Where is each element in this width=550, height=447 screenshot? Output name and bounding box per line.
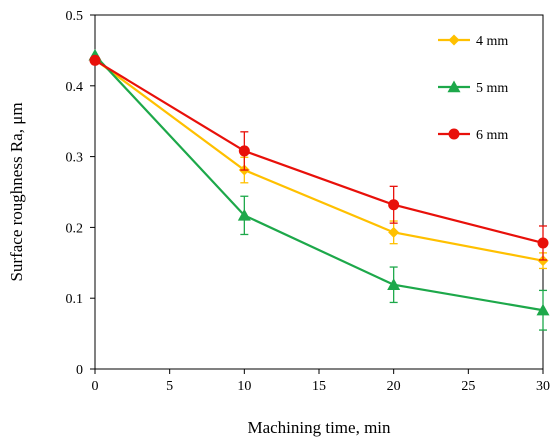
plot-area [95, 15, 543, 369]
x-axis-title: Machining time, min [247, 418, 391, 437]
y-tick-label: 0.4 [66, 80, 84, 95]
x-tick-label: 30 [536, 379, 550, 394]
data-point [387, 278, 400, 290]
x-axis: 0 5 10 15 20 25 30 [92, 369, 550, 394]
legend-label: 6 mm [476, 128, 508, 143]
y-axis: 0 0.1 0.2 0.3 0.4 0.5 [66, 9, 96, 378]
y-tick-label: 0.5 [66, 9, 84, 24]
y-tick-label: 0 [76, 363, 83, 378]
x-tick-label: 0 [92, 379, 99, 394]
legend-marker [449, 129, 460, 140]
data-point [388, 199, 399, 210]
x-tick-label: 20 [387, 379, 401, 394]
x-tick-label: 25 [461, 379, 475, 394]
legend: 4 mm 5 mm 6 mm [438, 34, 508, 143]
x-tick-label: 10 [237, 379, 251, 394]
x-tick-label: 15 [312, 379, 326, 394]
data-point [538, 237, 549, 248]
x-tick-label: 5 [166, 379, 173, 394]
legend-label: 4 mm [476, 34, 508, 49]
y-tick-label: 0.1 [66, 292, 84, 307]
legend-label: 5 mm [476, 81, 508, 96]
data-point [90, 55, 101, 66]
y-axis-title: Surface roughness Ra, μm [7, 102, 26, 281]
data-point [388, 227, 399, 238]
data-point [239, 145, 250, 156]
y-tick-label: 0.3 [66, 151, 84, 166]
legend-marker [449, 35, 460, 46]
y-tick-label: 0.2 [66, 221, 84, 236]
